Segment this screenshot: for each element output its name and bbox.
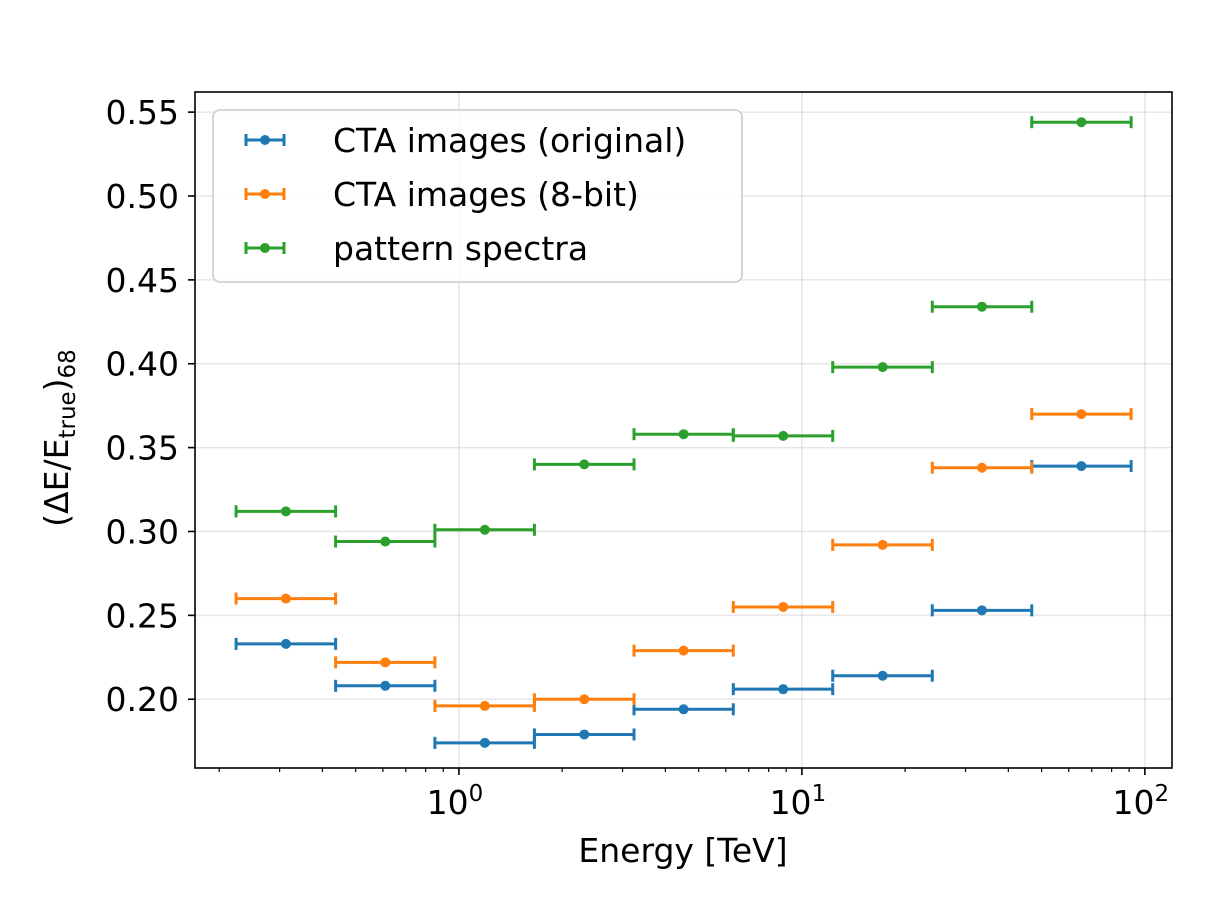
data-series <box>234 116 1133 749</box>
data-point <box>579 729 590 740</box>
y-tick-label: 0.40 <box>106 345 179 384</box>
data-point <box>479 700 490 711</box>
x-tick-exponent: 2 <box>1155 781 1170 807</box>
data-point <box>579 694 590 705</box>
legend-marker <box>260 189 270 199</box>
data-point <box>380 657 391 668</box>
legend-label: pattern spectra <box>333 229 588 268</box>
y-tick-label: 0.20 <box>106 680 179 719</box>
legend: CTA images (original) CTA images (8-bit) p… <box>212 109 743 283</box>
x-tick-exponent: 1 <box>812 781 827 807</box>
data-point <box>778 601 789 612</box>
y-label-close: ) <box>37 378 76 391</box>
data-point <box>976 605 987 616</box>
data-point <box>678 704 689 715</box>
data-point <box>479 737 490 748</box>
plot-frame <box>194 91 1173 769</box>
data-point <box>280 593 291 604</box>
series-cta-images-8-bit <box>234 408 1133 712</box>
y-label-open: (ΔE/E <box>37 439 76 527</box>
y-tick-label: 0.35 <box>106 429 179 468</box>
data-point <box>280 638 291 649</box>
x-tick-label: 101 <box>770 781 827 822</box>
data-point <box>479 524 490 535</box>
y-label-sub1: true <box>55 391 81 438</box>
data-point <box>877 362 888 373</box>
x-tick-base: 10 <box>770 783 812 822</box>
y-tick-label: 0.50 <box>106 177 179 216</box>
y-tick-label: 0.55 <box>106 93 179 132</box>
legend-marker <box>260 135 270 145</box>
y-tick-label: 0.30 <box>106 512 179 551</box>
legend-label: CTA images (8-bit) <box>333 175 639 214</box>
data-point <box>877 670 888 681</box>
data-point <box>1076 117 1087 128</box>
data-point <box>380 680 391 691</box>
x-tick-exponent: 0 <box>469 781 484 807</box>
x-tick-base: 10 <box>427 783 469 822</box>
data-point <box>678 429 689 440</box>
data-point <box>976 301 987 312</box>
data-point <box>1076 461 1087 472</box>
data-point <box>380 536 391 547</box>
data-point <box>877 539 888 550</box>
legend-item: pattern spectra <box>244 229 588 268</box>
y-tick-label: 0.45 <box>106 261 179 300</box>
y-label-sub2: 68 <box>55 349 81 378</box>
data-point <box>579 459 590 470</box>
x-axis-label: Energy [TeV] <box>578 831 787 870</box>
y-axis-label: (ΔE/Etrue)68 <box>37 349 81 527</box>
data-point <box>976 462 987 473</box>
x-tick-label: 100 <box>427 781 484 822</box>
legend-label: CTA images (original) <box>333 121 686 160</box>
data-point <box>1076 409 1087 420</box>
legend-item: CTA images (original) <box>244 121 686 160</box>
x-tick-base: 10 <box>1113 783 1155 822</box>
legend-frame <box>212 109 743 283</box>
legend-item: CTA images (8-bit) <box>244 175 639 214</box>
data-point <box>678 645 689 656</box>
series-cta-images-original <box>234 460 1133 749</box>
legend-marker <box>260 243 270 253</box>
data-point <box>778 430 789 441</box>
data-point <box>778 684 789 695</box>
x-tick-label: 102 <box>1113 781 1170 822</box>
data-point <box>280 506 291 517</box>
series-pattern-spectra <box>234 116 1133 548</box>
y-tick-label: 0.25 <box>106 596 179 635</box>
